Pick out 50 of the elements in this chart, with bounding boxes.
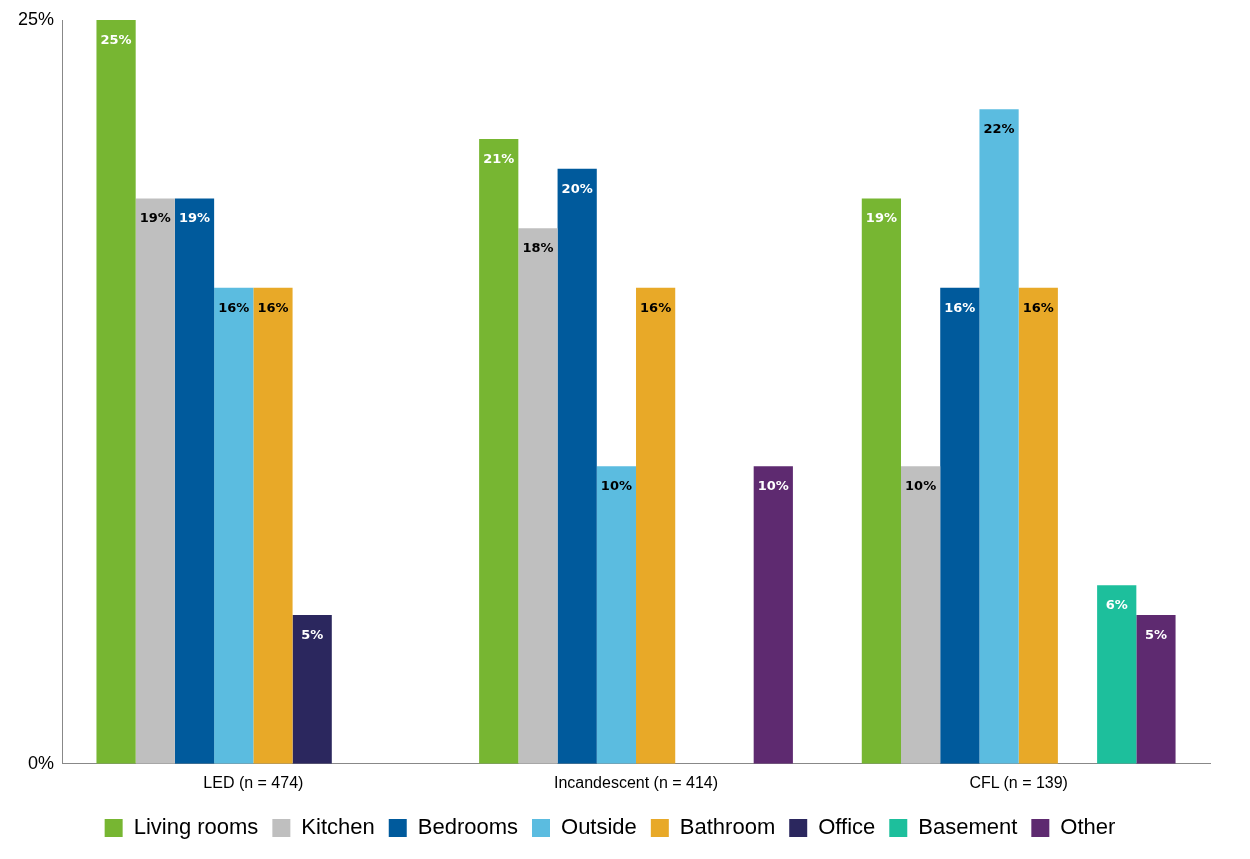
bar <box>1018 287 1058 764</box>
bar <box>1097 585 1137 764</box>
data-label: 10% <box>905 478 937 494</box>
data-label: 19% <box>139 210 171 226</box>
y-tick-label: 0% <box>28 752 55 773</box>
bar <box>479 139 519 764</box>
data-label: 6% <box>1105 597 1128 613</box>
data-label: 16% <box>944 299 976 315</box>
legend-label: Living rooms <box>133 814 259 840</box>
x-tick-label: LED (n = 474) <box>203 773 304 791</box>
bar <box>861 198 901 764</box>
legend-label: Bedrooms <box>417 814 519 840</box>
bar <box>557 168 597 764</box>
data-label: 16% <box>257 299 289 315</box>
bar <box>1136 615 1176 764</box>
bar <box>753 466 793 764</box>
bar <box>518 228 558 764</box>
legend-label: Kitchen <box>301 814 375 840</box>
bar <box>253 287 293 764</box>
legend-label: Other <box>1060 814 1116 840</box>
data-label: 10% <box>600 478 632 494</box>
bar <box>96 20 136 764</box>
data-label: 18% <box>522 240 554 256</box>
legend-label: Office <box>818 814 876 840</box>
data-label: 16% <box>218 299 250 315</box>
bar <box>214 287 254 764</box>
data-label: 25% <box>100 31 132 47</box>
data-label: 20% <box>561 180 593 196</box>
legend-label: Outside <box>561 814 637 840</box>
x-tick-label: Incandescent (n = 414) <box>553 773 719 791</box>
data-label: 10% <box>757 478 789 494</box>
bar <box>979 109 1019 764</box>
bar <box>174 198 215 764</box>
bar <box>135 198 175 764</box>
data-label: 21% <box>483 150 515 166</box>
data-label: 5% <box>301 626 324 642</box>
bar <box>940 287 980 764</box>
data-label: 16% <box>1022 299 1054 315</box>
x-tick-label: CFL (n = 139) <box>969 773 1068 791</box>
legend-label: Basement <box>918 814 1018 840</box>
data-label: 22% <box>983 121 1015 137</box>
data-label: 19% <box>865 210 897 226</box>
bar <box>596 466 637 764</box>
data-label: 16% <box>640 299 672 315</box>
bar <box>636 287 676 764</box>
legend-label: Bathroom <box>679 814 776 840</box>
bar <box>901 466 941 764</box>
bar <box>292 615 332 764</box>
data-label: 5% <box>1144 626 1167 642</box>
data-label: 19% <box>178 210 211 226</box>
